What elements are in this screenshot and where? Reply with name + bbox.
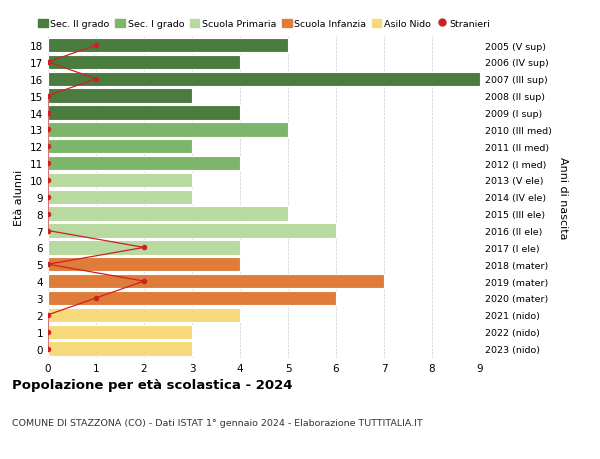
Point xyxy=(91,42,101,50)
Bar xyxy=(48,241,240,255)
Bar xyxy=(48,341,192,356)
Y-axis label: Anni di nascita: Anni di nascita xyxy=(559,156,568,239)
Point xyxy=(91,76,101,83)
Bar xyxy=(48,56,240,70)
Point xyxy=(43,143,53,151)
Point xyxy=(43,227,53,235)
Bar xyxy=(48,308,240,322)
Point xyxy=(43,312,53,319)
Bar xyxy=(48,274,384,289)
Bar xyxy=(48,106,240,120)
Text: Popolazione per età scolastica - 2024: Popolazione per età scolastica - 2024 xyxy=(12,379,293,392)
Bar xyxy=(48,157,240,171)
Point xyxy=(139,278,149,285)
Bar xyxy=(48,39,288,53)
Bar xyxy=(48,190,192,205)
Bar xyxy=(48,207,288,221)
Legend: Sec. II grado, Sec. I grado, Scuola Primaria, Scuola Infanzia, Asilo Nido, Stran: Sec. II grado, Sec. I grado, Scuola Prim… xyxy=(38,20,490,29)
Bar xyxy=(48,123,288,137)
Point xyxy=(43,211,53,218)
Bar xyxy=(48,174,192,188)
Point xyxy=(43,328,53,336)
Text: COMUNE DI STAZZONA (CO) - Dati ISTAT 1° gennaio 2024 - Elaborazione TUTTITALIA.I: COMUNE DI STAZZONA (CO) - Dati ISTAT 1° … xyxy=(12,418,423,427)
Point xyxy=(43,160,53,168)
Point xyxy=(43,194,53,201)
Point xyxy=(43,110,53,117)
Bar xyxy=(48,224,336,238)
Bar xyxy=(48,73,480,87)
Point xyxy=(43,59,53,67)
Point xyxy=(91,295,101,302)
Bar xyxy=(48,291,336,305)
Point xyxy=(43,177,53,184)
Point xyxy=(43,261,53,269)
Point xyxy=(43,345,53,353)
Y-axis label: Età alunni: Età alunni xyxy=(14,169,25,225)
Bar xyxy=(48,257,240,272)
Point xyxy=(43,126,53,134)
Bar xyxy=(48,325,192,339)
Bar xyxy=(48,140,192,154)
Point xyxy=(139,244,149,252)
Bar xyxy=(48,90,192,104)
Point xyxy=(43,93,53,100)
